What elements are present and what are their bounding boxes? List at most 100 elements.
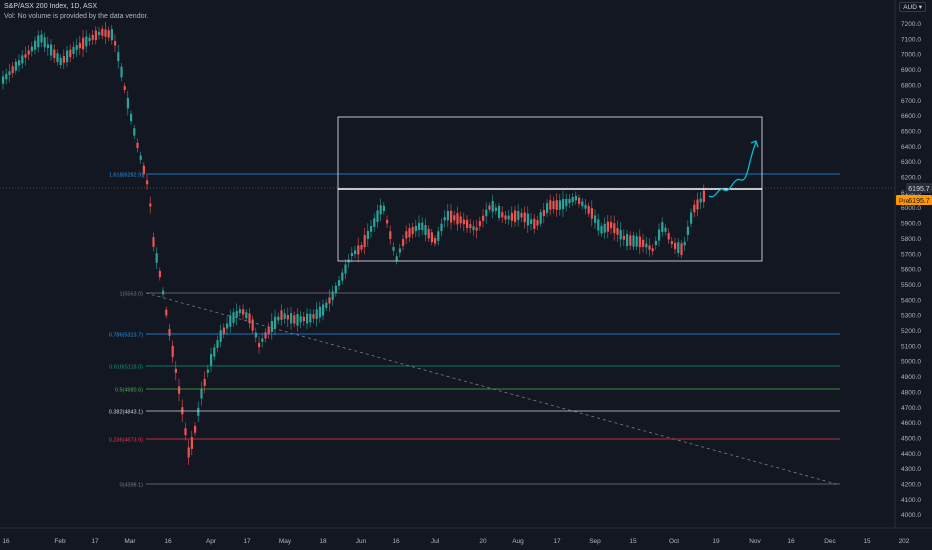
price-axis[interactable]: 7200.0 7100.0 7000.0 6900.0 6800.0 6700.0 6600… xyxy=(901,21,921,519)
candle-body xyxy=(440,223,443,232)
candle-body xyxy=(293,315,296,324)
price-tick-label: 6300.0 xyxy=(901,159,921,166)
candle-body xyxy=(555,200,558,210)
price-tick-label: 6000.0 xyxy=(901,205,921,212)
candle-body xyxy=(645,243,648,248)
price-tick-label: 5700.0 xyxy=(901,251,921,258)
time-tick-label: 17 xyxy=(91,538,99,545)
candle-body xyxy=(366,230,369,240)
time-axis[interactable]: 16 Feb 17 Mar 16 Apr 17 May 18 Jun 16 Jul 20 Aug 17 Sep… xyxy=(2,538,909,545)
candle-body xyxy=(72,46,75,54)
candle-body xyxy=(242,309,245,315)
price-tick-label: 4200.0 xyxy=(901,482,921,489)
candle-body xyxy=(360,244,363,250)
candle-body xyxy=(472,226,475,231)
candle-body xyxy=(101,28,104,36)
fib-level-label: 1(5563.0) xyxy=(119,292,143,298)
candle-body xyxy=(648,245,651,250)
candle-body xyxy=(306,313,309,324)
candle-body xyxy=(146,180,149,185)
candle-body xyxy=(411,227,414,235)
candle-body xyxy=(296,313,299,326)
time-tick-label: Nov xyxy=(749,538,761,545)
candle-body xyxy=(267,326,270,335)
price-tick-label: 6500.0 xyxy=(901,128,921,135)
candle-body xyxy=(632,235,635,247)
time-tick-label: 15 xyxy=(863,538,871,545)
candle-body xyxy=(341,272,344,281)
time-tick-label: 15 xyxy=(629,538,637,545)
symbol-title[interactable]: S&P/ASX 200 Index, 1D, ASX xyxy=(4,3,97,10)
candle-body xyxy=(110,29,113,41)
candle-body xyxy=(606,221,609,232)
candle-body xyxy=(248,313,251,324)
candle-body xyxy=(18,60,21,66)
price-tick-label: 6400.0 xyxy=(901,144,921,151)
candle-body xyxy=(59,57,62,66)
candle-body xyxy=(219,330,222,342)
candle-body xyxy=(456,213,459,225)
candle-body xyxy=(549,200,552,210)
price-tick-label: 6600.0 xyxy=(901,113,921,120)
time-tick-label: Apr xyxy=(206,538,217,545)
candle-body xyxy=(158,270,161,278)
candle-body xyxy=(155,253,158,263)
trendline[interactable] xyxy=(145,292,841,486)
candle-body xyxy=(389,231,392,240)
candle-body xyxy=(283,313,286,319)
price-tick-label: 4000.0 xyxy=(901,512,921,519)
candle-body xyxy=(370,225,373,232)
time-tick-label: Dec xyxy=(824,538,836,545)
projection-arrow-icon[interactable] xyxy=(708,140,759,198)
candle-body xyxy=(344,264,347,274)
price-tick-label: 5600.0 xyxy=(901,267,921,274)
candle-body xyxy=(213,347,216,357)
candle-body xyxy=(331,291,334,300)
candle-body xyxy=(562,199,565,210)
price-tick-label: 4400.0 xyxy=(901,451,921,458)
candle-body xyxy=(66,50,69,63)
time-tick-label: 18 xyxy=(319,538,327,545)
candle-body xyxy=(152,237,155,247)
candle-body xyxy=(290,313,293,324)
candle-body xyxy=(680,243,683,256)
candle-body xyxy=(117,52,120,62)
candle-body xyxy=(338,280,341,286)
time-tick-label: 16 xyxy=(164,538,172,545)
candle-body xyxy=(635,236,638,247)
currency-unit[interactable]: AUD ▾ xyxy=(899,2,926,12)
candle-body xyxy=(517,211,520,221)
candle-body xyxy=(398,248,401,253)
candle-body xyxy=(386,219,389,224)
time-tick-label: Jun xyxy=(356,538,367,545)
candle-body xyxy=(363,235,366,248)
candle-body xyxy=(37,35,40,48)
fibonacci-retracement[interactable]: 1.618(6282.9) 1(5563.0) 0.786(5313.7) 0.618… xyxy=(109,173,840,489)
candle-body xyxy=(139,155,142,160)
candle-body xyxy=(504,215,507,220)
candle-body xyxy=(309,313,312,323)
candle-body xyxy=(485,209,488,217)
candle-body xyxy=(350,252,353,256)
candle-body xyxy=(85,36,88,47)
candle-body xyxy=(414,225,417,232)
price-tick-label: 4800.0 xyxy=(901,389,921,396)
fib-level-label: 0.618(5118.0) xyxy=(109,365,143,371)
candle-body xyxy=(677,242,680,254)
candle-body xyxy=(376,210,379,222)
candle-body xyxy=(165,309,168,316)
candle-body xyxy=(136,142,139,148)
candle-body xyxy=(98,31,101,35)
candle-body xyxy=(91,34,94,40)
price-tick-label: 4100.0 xyxy=(901,497,921,504)
last-price-value: 6195.7 xyxy=(908,186,930,193)
price-tick-label: 5500.0 xyxy=(901,282,921,289)
candle-body xyxy=(533,218,536,229)
candle-body xyxy=(638,236,641,248)
candle-body xyxy=(5,73,8,80)
price-tick-label: 6700.0 xyxy=(901,98,921,105)
candle-body xyxy=(546,203,549,213)
candle-body xyxy=(162,290,165,295)
